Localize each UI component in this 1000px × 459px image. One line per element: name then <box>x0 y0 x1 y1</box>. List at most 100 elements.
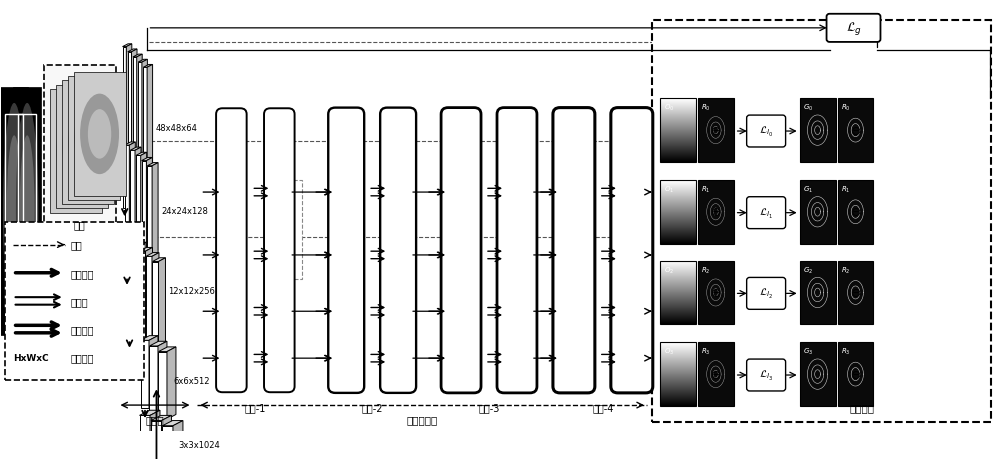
Polygon shape <box>140 410 160 415</box>
Text: 12x12x256: 12x12x256 <box>168 286 215 295</box>
Polygon shape <box>129 143 135 277</box>
Bar <box>838 342 873 406</box>
FancyBboxPatch shape <box>747 116 786 148</box>
Ellipse shape <box>16 104 38 319</box>
Bar <box>50 90 102 213</box>
Polygon shape <box>167 347 176 419</box>
Polygon shape <box>128 53 132 214</box>
Polygon shape <box>136 156 141 287</box>
Polygon shape <box>143 65 153 68</box>
Text: 切片: 切片 <box>74 220 85 230</box>
Polygon shape <box>135 148 141 282</box>
Polygon shape <box>139 243 146 345</box>
Bar <box>13 88 41 335</box>
Polygon shape <box>152 253 159 355</box>
Polygon shape <box>140 415 150 459</box>
Polygon shape <box>146 158 152 292</box>
Text: $\ominus$: $\ominus$ <box>710 368 721 381</box>
Bar <box>800 99 836 162</box>
FancyBboxPatch shape <box>747 278 786 310</box>
Polygon shape <box>149 336 158 408</box>
Polygon shape <box>173 420 183 459</box>
Polygon shape <box>140 252 145 350</box>
Bar <box>62 81 114 205</box>
Polygon shape <box>130 151 135 282</box>
Polygon shape <box>162 420 183 426</box>
FancyBboxPatch shape <box>747 197 786 229</box>
Text: 复制: 复制 <box>71 240 82 250</box>
Text: $O_0$: $O_0$ <box>664 103 674 113</box>
Text: $\mathcal{L}_{l_0}$: $\mathcal{L}_{l_0}$ <box>759 125 773 139</box>
Polygon shape <box>161 415 171 459</box>
Polygon shape <box>137 55 142 219</box>
Polygon shape <box>147 167 152 297</box>
Ellipse shape <box>64 127 87 176</box>
Polygon shape <box>162 426 173 459</box>
Text: $\ominus$: $\ominus$ <box>850 124 861 137</box>
Text: $\mathcal{L}_{l_1}$: $\mathcal{L}_{l_1}$ <box>759 206 773 220</box>
Polygon shape <box>149 341 167 346</box>
Polygon shape <box>125 143 135 146</box>
Polygon shape <box>146 253 159 257</box>
Bar <box>272 180 286 310</box>
Text: 模块-1: 模块-1 <box>245 402 266 412</box>
Polygon shape <box>123 45 132 48</box>
Polygon shape <box>158 341 167 414</box>
Polygon shape <box>133 58 137 219</box>
Ellipse shape <box>76 118 99 168</box>
Text: $\mathcal{L}_g$: $\mathcal{L}_g$ <box>846 20 862 37</box>
Text: 塔式损失: 塔式损失 <box>850 403 875 413</box>
Bar <box>660 99 696 162</box>
Polygon shape <box>150 410 160 459</box>
Bar <box>68 77 120 201</box>
Polygon shape <box>145 248 152 350</box>
Polygon shape <box>142 60 147 224</box>
Text: HxWxC: HxWxC <box>13 353 48 362</box>
Text: $G_3$: $G_3$ <box>803 346 813 356</box>
Text: 24x24x128: 24x24x128 <box>161 207 208 216</box>
Bar <box>800 342 836 406</box>
Text: $\ominus$: $\ominus$ <box>710 286 721 299</box>
Bar <box>660 261 696 325</box>
Text: 反卷积: 反卷积 <box>71 296 88 306</box>
Bar <box>698 261 734 325</box>
FancyBboxPatch shape <box>328 108 364 393</box>
Text: $\ominus$: $\ominus$ <box>850 286 861 299</box>
Polygon shape <box>149 346 158 414</box>
Text: $O_1$: $O_1$ <box>664 184 674 195</box>
Bar <box>22 271 33 325</box>
Polygon shape <box>158 258 165 360</box>
Bar <box>652 21 991 422</box>
Text: $R_1$: $R_1$ <box>841 184 850 195</box>
Polygon shape <box>130 148 141 151</box>
Polygon shape <box>141 153 147 287</box>
Bar <box>838 180 873 244</box>
Text: $O_2$: $O_2$ <box>664 265 674 275</box>
Text: $R_0$: $R_0$ <box>841 103 850 113</box>
Polygon shape <box>138 60 147 63</box>
Polygon shape <box>136 153 147 156</box>
Bar <box>698 342 734 406</box>
Ellipse shape <box>88 110 111 159</box>
Polygon shape <box>133 238 140 340</box>
Text: $R_0$: $R_0$ <box>701 103 710 113</box>
Text: $\mathcal{L}_{l_3}$: $\mathcal{L}_{l_3}$ <box>759 368 773 382</box>
Polygon shape <box>142 161 146 292</box>
Polygon shape <box>133 246 139 345</box>
Text: 3x3x1024: 3x3x1024 <box>178 440 220 449</box>
Bar <box>800 261 836 325</box>
Bar <box>0 88 28 335</box>
Text: 共享解码器: 共享解码器 <box>406 414 438 425</box>
Text: 模块-2: 模块-2 <box>361 402 383 412</box>
FancyBboxPatch shape <box>264 109 295 392</box>
Polygon shape <box>127 241 133 340</box>
Polygon shape <box>126 45 132 208</box>
Text: $G_0$: $G_0$ <box>803 103 813 113</box>
Bar <box>56 85 108 209</box>
Ellipse shape <box>68 103 107 183</box>
Ellipse shape <box>3 104 25 319</box>
Polygon shape <box>152 258 165 262</box>
Polygon shape <box>140 248 152 252</box>
Text: $\ominus$: $\ominus$ <box>710 206 721 219</box>
Polygon shape <box>138 63 142 224</box>
